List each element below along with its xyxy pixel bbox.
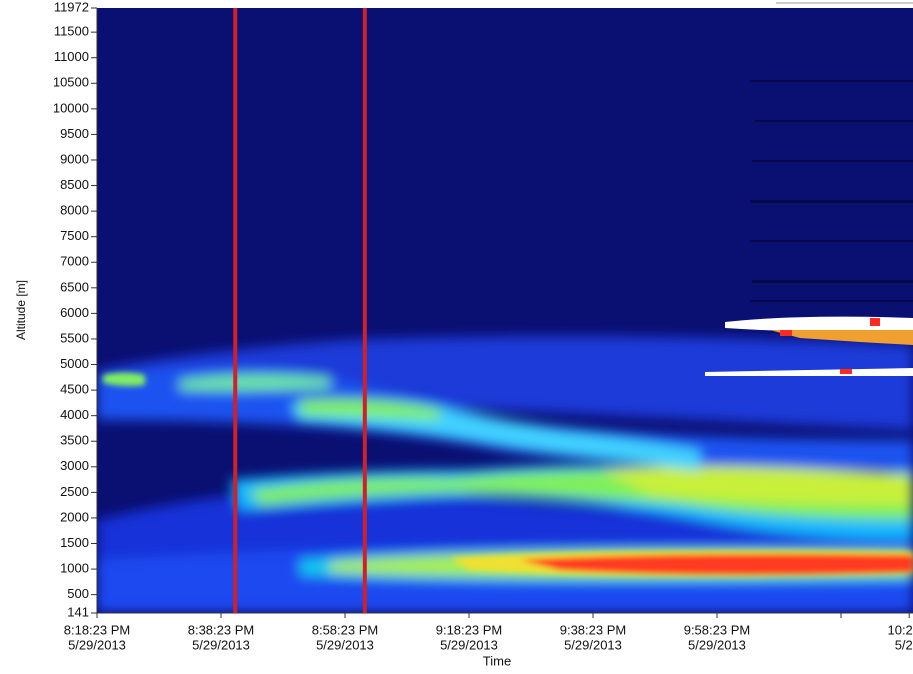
x-tick-sublabel: 5/29/2013: [440, 637, 498, 652]
x-tick-sublabel: 5/29/2013: [688, 637, 746, 652]
x-tick-label: 8:38:23 PM: [188, 622, 255, 637]
y-tick-label: 2000: [60, 509, 89, 524]
x-axis-label: Time: [483, 653, 511, 668]
y-tick-label: 10000: [53, 100, 89, 115]
x-tick-label: 10:29:2: [887, 622, 913, 637]
y-tick-label: 4500: [60, 382, 89, 397]
y-tick-label: 11972: [54, 0, 89, 14]
y-tick-label: 1500: [60, 535, 89, 550]
y-tick-label: 1000: [60, 561, 89, 576]
y-tick-label: 3500: [60, 433, 89, 448]
x-tick-label: 9:58:23 PM: [684, 622, 751, 637]
x-tick-sublabel: 5/29/2013: [68, 637, 126, 652]
x-tick-sublabel: 5/29/: [895, 637, 913, 652]
x-tick-sublabel: 5/29/2013: [316, 637, 374, 652]
y-tick-label: 8500: [60, 177, 89, 192]
y-tick-label: 9500: [60, 126, 89, 141]
y-tick-label: 141: [67, 604, 89, 619]
chart: Altitude [m] Time 141 500 1000 1500 2000 2500…: [0, 0, 913, 674]
x-tick-label: 9:18:23 PM: [436, 622, 503, 637]
y-tick-label: 10500: [53, 75, 89, 90]
y-tick-label: 8000: [60, 203, 89, 218]
y-tick-label: 5000: [60, 356, 89, 371]
y-tick-label: 7000: [60, 254, 89, 269]
y-tick-label: 9000: [60, 151, 89, 166]
x-tick-label: 8:58:23 PM: [312, 622, 379, 637]
y-tick-label: 6500: [60, 279, 89, 294]
y-tick-label: 500: [67, 586, 89, 601]
y-axis-label: Altitude [m]: [14, 280, 28, 340]
y-tick-label: 6000: [60, 305, 89, 320]
y-tick-label: 11000: [54, 49, 89, 64]
y-tick-label: 7500: [60, 228, 89, 243]
x-tick-sublabel: 5/29/2013: [192, 637, 250, 652]
heatmap: [97, 8, 913, 613]
y-tick-label: 4000: [60, 407, 89, 422]
x-tick-label: 9:38:23 PM: [560, 622, 627, 637]
y-tick-label: 3000: [60, 458, 89, 473]
y-tick-label: 11500: [54, 24, 89, 39]
x-tick-label: 8:18:23 PM: [64, 622, 131, 637]
y-tick-label: 5500: [60, 330, 89, 345]
x-tick-sublabel: 5/29/2013: [564, 637, 622, 652]
y-tick-label: 2500: [60, 484, 89, 499]
